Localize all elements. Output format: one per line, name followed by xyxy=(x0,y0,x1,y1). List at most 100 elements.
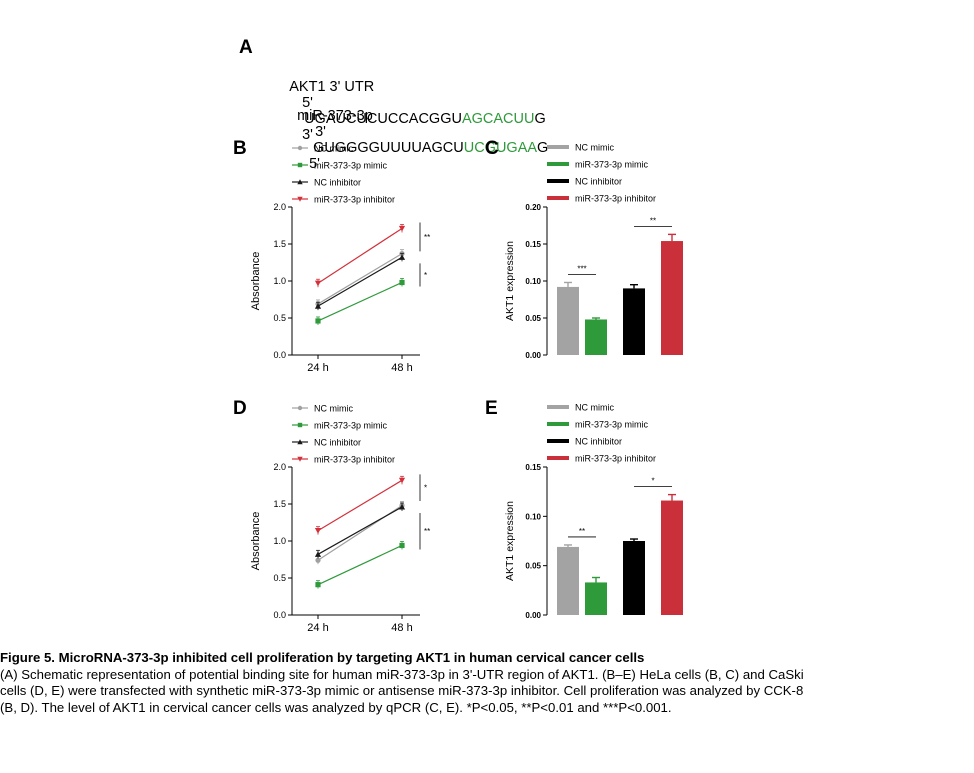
seq-name: AKT1 3' UTR xyxy=(289,79,375,95)
seq-seed: UCGUGAA xyxy=(463,140,538,156)
y-tick-label: 1.0 xyxy=(273,276,286,286)
seq-tail: G xyxy=(537,140,549,156)
y-tick-label: 0.00 xyxy=(525,611,541,620)
akt1-expression-chart-caski: NC mimic miR-373-3p mimic NC inhibitor miR-… xyxy=(504,403,683,620)
panel-label-c: C xyxy=(485,138,499,159)
significance-mark: * xyxy=(651,477,654,486)
legend-label: miR-373-3p mimic xyxy=(575,160,649,170)
series-line xyxy=(317,253,403,305)
panel-label-a: A xyxy=(239,37,253,58)
y-axis-label: AKT1 expression xyxy=(504,241,516,321)
data-point xyxy=(297,439,303,445)
x-tick-label: 48 h xyxy=(391,362,412,374)
data-point xyxy=(314,303,322,309)
legend-label: miR-373-3p inhibitor xyxy=(575,454,656,464)
bar xyxy=(585,319,607,355)
y-tick-label: 0.5 xyxy=(273,573,286,583)
data-point xyxy=(297,196,303,202)
seq-row-mir: miR-373-3p 3' GUGGGGUUUUAGCUUCGUGAAG 5' xyxy=(289,92,548,172)
legend-label: NC mimic xyxy=(575,403,614,413)
caption-line: cells (D, E) were transfected with synth… xyxy=(0,683,804,698)
y-tick-label: 0.05 xyxy=(525,314,541,323)
legend-label: miR-373-3p mimic xyxy=(575,420,649,430)
significance-mark: ** xyxy=(424,527,430,536)
legend-swatch xyxy=(547,456,569,460)
bar xyxy=(557,546,579,615)
seq-row-utr: AKT1 3' UTR 5' UGAUCUCUCCACGGUAGCACUUG 3… xyxy=(282,63,546,143)
data-point xyxy=(315,318,321,324)
data-point xyxy=(398,254,406,260)
data-point xyxy=(297,179,303,185)
legend-swatch xyxy=(547,405,569,409)
series-line xyxy=(317,544,403,586)
data-point xyxy=(399,279,405,286)
legend-swatch xyxy=(547,145,569,149)
data-point xyxy=(314,528,322,534)
y-tick-label: 2.0 xyxy=(273,462,286,472)
caption-title: Figure 5. MicroRNA-373-3p inhibited cell… xyxy=(0,650,645,665)
seq-seed: AGCACUU xyxy=(461,111,535,127)
series-line xyxy=(317,506,403,555)
significance-mark: * xyxy=(424,484,427,493)
y-tick-label: 0.0 xyxy=(273,350,286,360)
data-point xyxy=(398,225,406,232)
y-tick-label: 1.0 xyxy=(273,536,286,546)
data-point xyxy=(297,405,303,411)
y-tick-label: 1.5 xyxy=(273,239,286,249)
panel-label-d: D xyxy=(233,398,247,419)
bar xyxy=(623,288,645,355)
seq-name: miR-373-3p xyxy=(297,108,373,124)
bar xyxy=(557,286,579,355)
legend-label: miR-373-3p mimic xyxy=(314,161,388,171)
panel-label-b: B xyxy=(233,138,247,159)
bar xyxy=(623,541,645,615)
seq-black: UGAUCUCUCCACGGU xyxy=(304,111,462,127)
series-line xyxy=(317,281,403,322)
seq-tail: G xyxy=(534,111,546,127)
seq-end: 3' xyxy=(315,124,326,140)
legend-label: miR-373-3p mimic xyxy=(314,421,388,431)
legend-label: NC inhibitor xyxy=(314,438,361,448)
data-point xyxy=(315,582,321,588)
x-tick-label: 48 h xyxy=(391,622,412,634)
y-tick-label: 1.5 xyxy=(273,499,286,509)
series-line xyxy=(317,479,403,532)
significance-mark: ** xyxy=(650,216,656,225)
significance-mark: ** xyxy=(424,233,430,242)
significance-mark: *** xyxy=(577,264,586,273)
data-point xyxy=(297,162,303,168)
akt1-expression-chart-hela: NC mimic miR-373-3p mimic NC inhibitor miR-… xyxy=(504,143,683,360)
data-point xyxy=(314,551,322,557)
absorbance-chart-caski: NC mimic miR-373-3p mimic NC inhibitor miR-… xyxy=(250,404,430,635)
legend-swatch xyxy=(547,162,569,166)
data-point xyxy=(314,280,322,287)
data-point xyxy=(399,542,405,549)
y-tick-label: 0.15 xyxy=(525,463,541,472)
y-axis-label: Absorbance xyxy=(250,252,262,311)
y-tick-label: 0.10 xyxy=(525,512,541,521)
legend-swatch xyxy=(547,179,569,183)
y-tick-label: 0.15 xyxy=(525,240,541,249)
legend-label: NC mimic xyxy=(575,143,614,153)
bar xyxy=(661,241,683,355)
seq-end: 5' xyxy=(302,95,313,111)
data-point xyxy=(297,422,303,428)
x-tick-label: 24 h xyxy=(307,362,328,374)
legend-label: miR-373-3p inhibitor xyxy=(575,194,656,204)
y-tick-label: 0.05 xyxy=(525,562,541,571)
seq-black: GUGGGGUUUUAGCU xyxy=(313,140,464,156)
y-tick-label: 0.20 xyxy=(525,203,541,212)
bar xyxy=(661,500,683,615)
legend-swatch xyxy=(547,439,569,443)
absorbance-chart-hela: NC mimic miR-373-3p mimic NC inhibitor miR-… xyxy=(250,144,430,375)
figure-caption: Figure 5. MicroRNA-373-3p inhibited cell… xyxy=(0,650,970,716)
series-line xyxy=(317,256,403,307)
seq-end: 3' xyxy=(302,127,313,143)
legend-swatch xyxy=(547,196,569,200)
significance-mark: ** xyxy=(579,527,585,536)
legend-swatch xyxy=(547,422,569,426)
data-point xyxy=(297,456,303,462)
caption-line: (A) Schematic representation of potentia… xyxy=(0,666,804,682)
y-tick-label: 0.5 xyxy=(273,313,286,323)
caption-line: (B, D). The level of AKT1 in cervical ca… xyxy=(0,699,672,715)
